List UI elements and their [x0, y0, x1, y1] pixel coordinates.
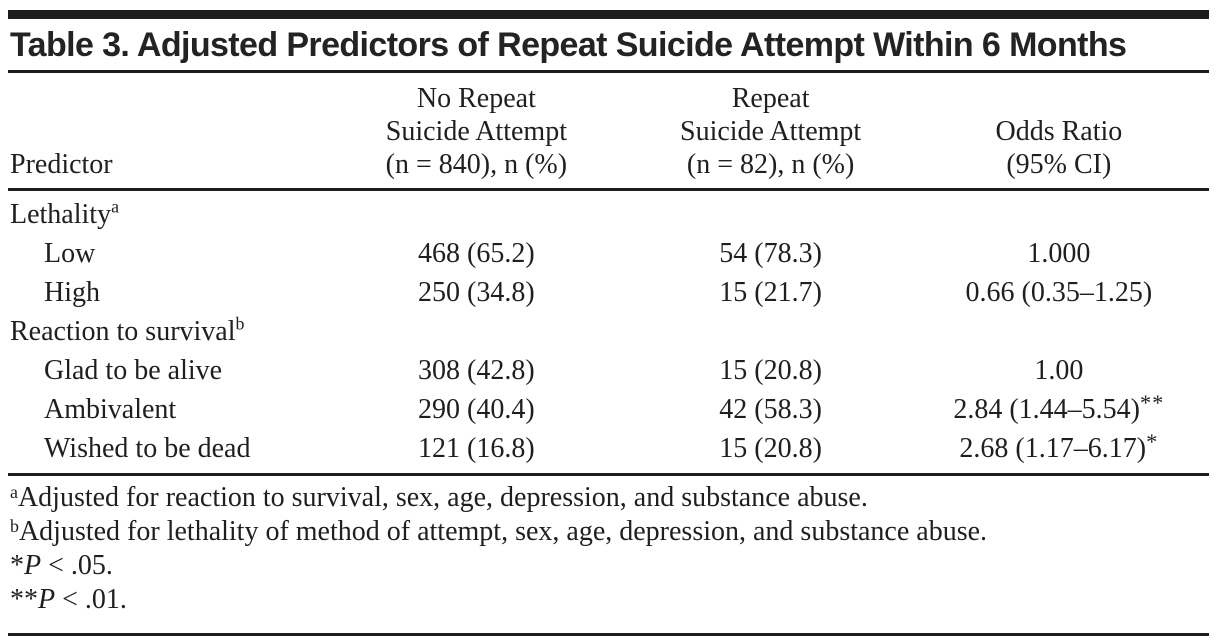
cell-odds-ratio: 1.000 — [1027, 238, 1091, 269]
significance-stars: ** — [1139, 390, 1165, 416]
cell-no-repeat: 250 (34.8) — [418, 277, 535, 308]
row-label-text: Lethality — [10, 199, 112, 230]
column-header-label: Predictor — [10, 149, 113, 180]
predictors-table: Predictor No Repeat Suicide Attempt (n =… — [8, 73, 1209, 468]
cell-odds-ratio — [909, 312, 1209, 351]
odds-ratio-value: 2.68 (1.17–6.17) — [959, 433, 1147, 464]
column-header-line: (n = 82), n (%) — [686, 149, 855, 180]
cell-repeat: 15 (20.8) — [719, 433, 822, 464]
cell-odds-ratio: 2.68 (1.17–6.17)* — [909, 429, 1209, 468]
row-label-text: Reaction to survival — [10, 316, 236, 347]
significance-stars: * — [1146, 429, 1159, 455]
column-header-line: No Repeat — [416, 83, 536, 114]
table-footnotes: aAdjusted for reaction to survival, sex,… — [8, 476, 1209, 617]
table-row-high: High 250 (34.8) 15 (21.7) 0.66 (0.35–1.2… — [8, 273, 1209, 312]
cell-no-repeat: 308 (42.8) — [418, 355, 535, 386]
row-label: Ambivalent — [44, 394, 177, 425]
footnote-b: bAdjusted for lethality of method of att… — [10, 515, 1209, 549]
cell-no-repeat: 121 (16.8) — [418, 433, 535, 464]
row-label: Lethalitya — [8, 190, 320, 235]
cell-repeat — [633, 190, 909, 235]
table-row-ambivalent: Ambivalent 290 (40.4) 42 (58.3) 2.84 (1.… — [8, 390, 1209, 429]
row-label: Reaction to survivalb — [8, 312, 320, 351]
cell-odds-ratio — [909, 190, 1209, 235]
cell-repeat: 15 (20.8) — [719, 355, 822, 386]
table-header: Predictor No Repeat Suicide Attempt (n =… — [8, 73, 1209, 191]
footnote-a: aAdjusted for reaction to survival, sex,… — [10, 481, 1209, 515]
column-header-line: Suicide Attempt — [680, 116, 862, 147]
column-header-repeat: Repeat Suicide Attempt (n = 82), n (%) — [632, 73, 909, 191]
table-row-low: Low 468 (65.2) 54 (78.3) 1.000 — [8, 234, 1209, 273]
body-end-rule — [8, 473, 1209, 476]
footnote-p05: *P < .05. — [10, 549, 1209, 583]
footnote-marker: b — [10, 515, 19, 536]
table-title: Table 3. Adjusted Predictors of Repeat S… — [8, 19, 1209, 73]
footnote-marker: a — [111, 196, 120, 217]
cell-no-repeat — [320, 312, 632, 351]
cell-no-repeat: 468 (65.2) — [418, 238, 535, 269]
bottom-rule — [8, 633, 1209, 636]
table-body: Lethalitya Low 468 (65.2) 54 (78.3) 1.00… — [8, 190, 1209, 469]
column-header-line: (n = 840), n (%) — [385, 149, 568, 180]
footnote-marker: ** — [10, 584, 38, 615]
footnote-text: < .05. — [41, 550, 113, 581]
footnote-italic-p: P — [24, 550, 42, 581]
row-label: High — [44, 277, 100, 308]
footnote-italic-p: P — [38, 584, 56, 615]
table-row-lethality: Lethalitya — [8, 190, 1209, 235]
footnote-p01: **P < .01. — [10, 583, 1209, 617]
column-header-line: Odds Ratio — [995, 116, 1123, 147]
column-header-line: (95% CI) — [1006, 149, 1112, 180]
top-heavy-rule — [8, 10, 1209, 19]
cell-repeat: 42 (58.3) — [719, 394, 822, 425]
column-header-line: Suicide Attempt — [385, 116, 567, 147]
row-label: Wished to be dead — [44, 433, 251, 464]
column-header-line: Repeat — [731, 83, 810, 114]
cell-no-repeat — [320, 190, 632, 235]
footnote-marker: b — [235, 313, 245, 334]
odds-ratio-value: 2.84 (1.44–5.54) — [953, 394, 1140, 425]
column-header-no-repeat: No Repeat Suicide Attempt (n = 840), n (… — [320, 73, 633, 191]
cell-odds-ratio: 1.00 — [1034, 355, 1084, 386]
row-label: Low — [44, 238, 96, 269]
table-row-glad-to-be-alive: Glad to be alive 308 (42.8) 15 (20.8) 1.… — [8, 351, 1209, 390]
footnote-text: < .01. — [55, 584, 127, 615]
cell-repeat: 54 (78.3) — [719, 238, 822, 269]
table-row-reaction-to-survival: Reaction to survivalb — [8, 312, 1209, 351]
column-header-predictor: Predictor — [8, 73, 321, 191]
cell-odds-ratio: 0.66 (0.35–1.25) — [965, 277, 1153, 308]
cell-odds-ratio: 2.84 (1.44–5.54)** — [909, 390, 1209, 429]
footnote-marker: * — [10, 550, 24, 581]
cell-no-repeat: 290 (40.4) — [418, 394, 535, 425]
footnote-text: Adjusted for lethality of method of atte… — [18, 516, 988, 547]
footnote-marker: a — [10, 481, 18, 502]
table-row-wished-to-be-dead: Wished to be dead 121 (16.8) 15 (20.8) 2… — [8, 429, 1209, 468]
cell-repeat: 15 (21.7) — [719, 277, 822, 308]
cell-repeat — [633, 312, 909, 351]
column-header-odds-ratio: Odds Ratio (95% CI) — [908, 73, 1209, 191]
row-label: Glad to be alive — [44, 355, 223, 386]
footnote-text: Adjusted for reaction to survival, sex, … — [17, 482, 868, 513]
